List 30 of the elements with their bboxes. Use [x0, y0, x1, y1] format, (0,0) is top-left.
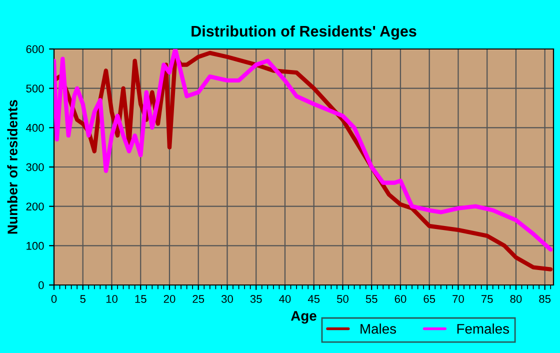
x-tick-label: 35 — [250, 295, 262, 303]
x-tick-label: 0 — [51, 295, 57, 303]
x-tick-label: 70 — [452, 295, 464, 303]
x-tick-label: 30 — [221, 295, 233, 303]
x-tick-label: 20 — [164, 295, 176, 303]
x-tick-label: 25 — [192, 295, 204, 303]
chart-title: Distribution of Residents' Ages — [192, 25, 416, 40]
x-tick-label: 55 — [366, 295, 378, 303]
y-tick-label: 200 — [26, 202, 44, 210]
y-tick-label: 400 — [26, 124, 44, 132]
x-tick-label: 45 — [308, 295, 320, 303]
y-tick-label: 600 — [26, 45, 44, 54]
x-tick-label: 10 — [106, 295, 118, 303]
y-tick-label: 500 — [26, 84, 44, 92]
y-tick-label: 100 — [26, 242, 44, 250]
x-tick-label: 60 — [394, 295, 406, 303]
y-tick-label: 0 — [38, 281, 44, 290]
x-tick-label: 80 — [510, 295, 522, 303]
x-tick-label: 65 — [424, 295, 436, 303]
x-tick-label: 50 — [336, 295, 348, 303]
y-axis-title: Number of residents — [7, 100, 18, 234]
x-tick-label: 15 — [135, 295, 146, 303]
x-axis-title: Age — [290, 311, 316, 324]
legend-label: Females — [457, 324, 509, 334]
x-tick-label: 85 — [539, 295, 551, 303]
legend-label: Males — [360, 324, 396, 334]
x-tick-label: 75 — [481, 295, 493, 303]
x-tick-label: 5 — [80, 295, 86, 303]
y-tick-label: 300 — [26, 163, 44, 172]
x-tick-label: 40 — [279, 295, 291, 303]
